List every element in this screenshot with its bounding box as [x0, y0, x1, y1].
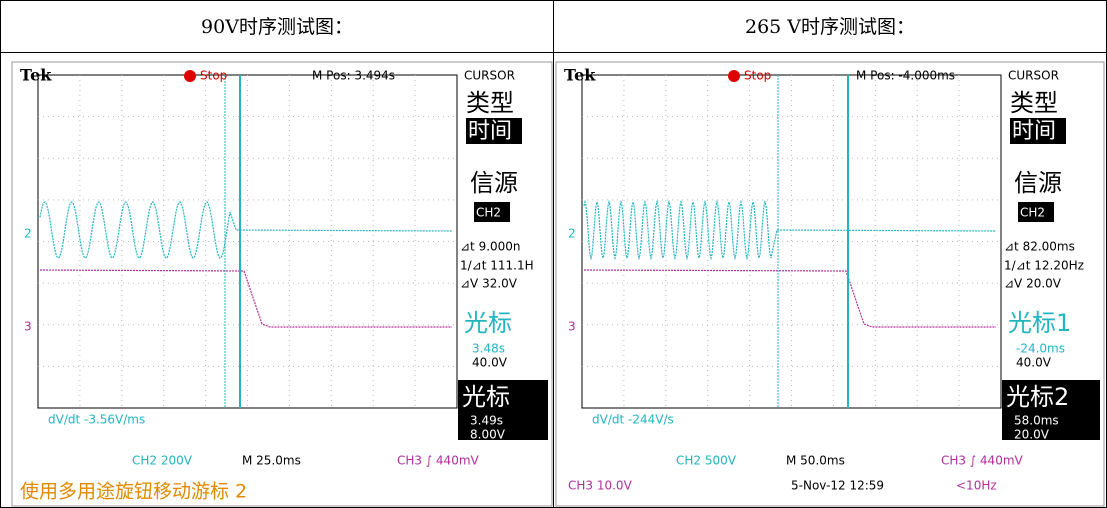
stop-indicator — [184, 70, 196, 82]
cursor-label: 光标 — [462, 383, 510, 411]
status-message: 使用多用途旋钮移动游标 2 — [20, 481, 247, 503]
delta-v: ⊿V 20.0V — [1004, 277, 1062, 291]
trigger: CH3 ∫ 440mV — [397, 454, 480, 468]
menu-title: CURSOR — [464, 69, 515, 83]
dv-dt: dV/dt -244V/s — [592, 413, 674, 427]
channel-marker: 2 — [568, 227, 576, 241]
cursor-label: 光标 — [464, 309, 512, 337]
cursor-time: 3.48s — [472, 342, 505, 356]
cursor-volt: 8.00V — [470, 428, 506, 442]
menu-value: 时间 — [1012, 119, 1056, 144]
channel-marker: 3 — [568, 320, 576, 334]
menu-label: 信源 — [470, 169, 518, 197]
cursor-time: 58.0ms — [1014, 414, 1059, 428]
ch2-scale: CH2 200V — [132, 454, 193, 468]
stop-indicator — [728, 70, 740, 82]
menu-label: 类型 — [466, 89, 514, 117]
brand: Tek — [564, 66, 596, 85]
cursor-label: 光标1 — [1008, 309, 1071, 337]
status: Stop — [744, 69, 771, 83]
scope-screen — [582, 75, 1001, 408]
inverse-delta-t: 1/⊿t 111.1H — [460, 259, 534, 273]
m-pos: M Pos: 3.494s — [312, 69, 395, 83]
header-cell: 90V时序测试图： — [201, 16, 353, 38]
m-pos: M Pos: -4.000ms — [856, 69, 955, 83]
page: 90V时序测试图： 265 V时序测试图： Tek Stop M Pos: 3.49… — [0, 0, 1107, 508]
menu-value: CH2 — [476, 206, 501, 220]
delta-v: ⊿V 32.0V — [460, 277, 518, 291]
date-time: 5-Nov-12 12:59 — [791, 479, 884, 493]
ch3-scale: CH3 10.0V — [568, 479, 633, 493]
menu-value: CH2 — [1020, 206, 1045, 220]
menu-title: CURSOR — [1008, 69, 1059, 83]
timebase: M 25.0ms — [242, 454, 301, 468]
ch2-scale: CH2 500V — [676, 454, 737, 468]
trigger: CH3 ∫ 440mV — [941, 454, 1024, 468]
timebase: M 50.0ms — [786, 454, 845, 468]
brand: Tek — [20, 66, 52, 85]
status: Stop — [200, 69, 227, 83]
header-cell: 265 V时序测试图： — [745, 16, 915, 38]
cursor-time: 3.49s — [470, 414, 503, 428]
cursor-label: 光标2 — [1006, 383, 1069, 411]
delta-t: ⊿t 82.00ms — [1004, 240, 1075, 254]
cursor-volt: 40.0V — [472, 356, 508, 370]
menu-label: 类型 — [1010, 89, 1058, 117]
inverse-delta-t: 1/⊿t 12.20Hz — [1004, 259, 1084, 273]
channel-marker: 3 — [24, 320, 32, 334]
channel-marker: 2 — [24, 227, 32, 241]
scope-screen — [38, 75, 457, 408]
cursor-time: -24.0ms — [1016, 342, 1065, 356]
dv-dt: dV/dt -3.56V/ms — [48, 413, 145, 427]
menu-value: 时间 — [468, 119, 512, 144]
delta-t: ⊿t 9.000n — [460, 240, 521, 254]
cursor-volt: 20.0V — [1014, 428, 1050, 442]
menu-label: 信源 — [1014, 169, 1062, 197]
cursor-volt: 40.0V — [1016, 356, 1052, 370]
trigger-frequency: <10Hz — [956, 479, 997, 493]
